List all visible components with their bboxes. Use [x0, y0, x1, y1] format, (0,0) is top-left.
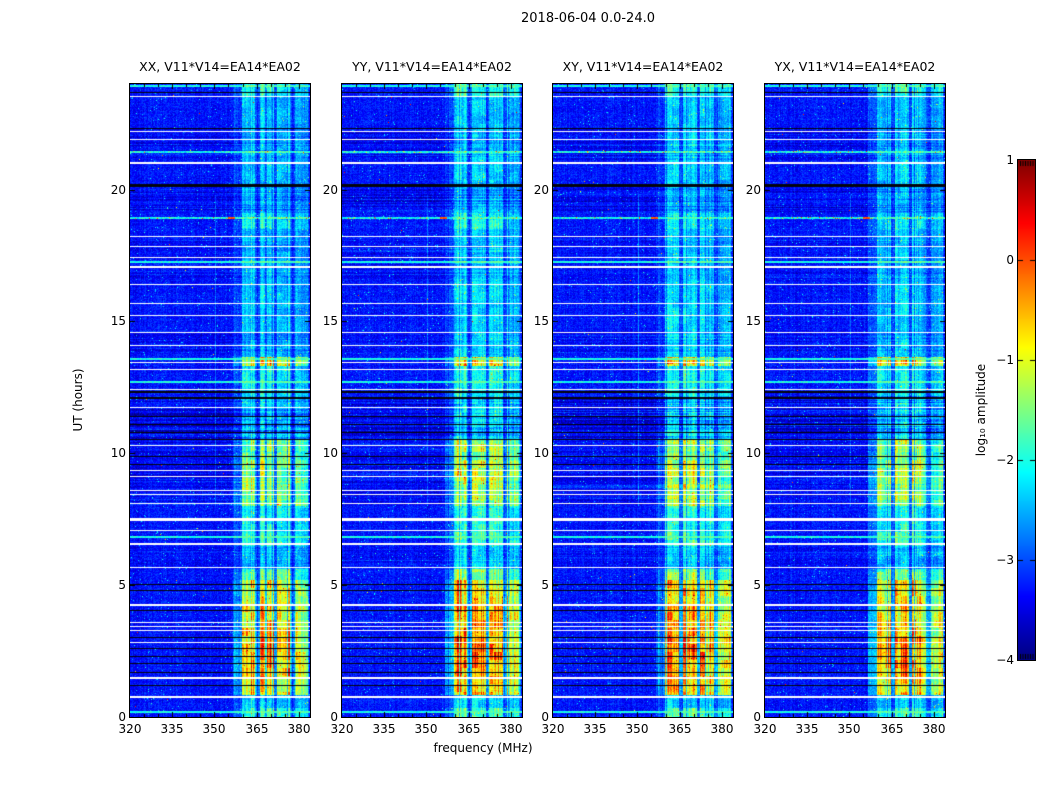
y-tick-label: 10: [533, 446, 549, 460]
y-axis-label: UT (hours): [71, 368, 85, 432]
x-tick-label: 335: [795, 722, 819, 736]
spectrogram-panel-yx: [764, 83, 946, 718]
colorbar-tick-label: −3: [996, 553, 1014, 567]
y-tick-label: 0: [330, 710, 338, 724]
x-tick-label: 350: [625, 722, 649, 736]
y-tick-label: 20: [110, 183, 126, 197]
x-tick-label: 380: [499, 722, 523, 736]
x-tick-label: 350: [414, 722, 438, 736]
x-tick-label: 335: [372, 722, 396, 736]
x-axis-label: frequency (MHz): [433, 741, 533, 755]
x-tick-label: 350: [837, 722, 861, 736]
colorbar-tick-label: 0: [1006, 253, 1014, 267]
x-tick-label: 320: [330, 722, 354, 736]
x-tick-label: 350: [202, 722, 226, 736]
y-tick-label: 5: [753, 578, 761, 592]
spectrogram-panel-xx: [129, 83, 311, 718]
spectrogram-panel-xy: [552, 83, 734, 718]
x-tick-label: 365: [880, 722, 904, 736]
y-tick-label: 15: [322, 314, 338, 328]
panel-title-xx: XX, V11*V14=EA14*EA02: [139, 59, 301, 74]
spectrogram-panel-yy: [341, 83, 523, 718]
x-tick-label: 365: [457, 722, 481, 736]
y-tick-label: 5: [330, 578, 338, 592]
colorbar-tick-label: 1: [1006, 153, 1014, 167]
x-tick-label: 380: [710, 722, 734, 736]
y-tick-label: 5: [541, 578, 549, 592]
panel-title-yx: YX, V11*V14=EA14*EA02: [774, 59, 936, 74]
colorbar-label: log₁₀ amplitude: [974, 363, 988, 457]
y-tick-label: 0: [753, 710, 761, 724]
y-tick-label: 0: [541, 710, 549, 724]
y-tick-label: 15: [745, 314, 761, 328]
y-tick-label: 5: [118, 578, 126, 592]
y-tick-label: 20: [745, 183, 761, 197]
x-tick-label: 365: [668, 722, 692, 736]
panel-title-xy: XY, V11*V14=EA14*EA02: [562, 59, 724, 74]
figure-title: 2018-06-04 0.0-24.0: [521, 11, 655, 26]
y-tick-label: 10: [745, 446, 761, 460]
x-tick-label: 320: [753, 722, 777, 736]
colorbar-tick-label: −2: [996, 453, 1014, 467]
colorbar-tick-label: −1: [996, 353, 1014, 367]
panel-title-yy: YY, V11*V14=EA14*EA02: [352, 59, 512, 74]
y-tick-label: 10: [110, 446, 126, 460]
y-tick-label: 20: [322, 183, 338, 197]
x-tick-label: 320: [118, 722, 142, 736]
x-tick-label: 380: [287, 722, 311, 736]
colorbar-tick-label: −4: [996, 653, 1014, 667]
x-tick-label: 335: [583, 722, 607, 736]
x-tick-label: 335: [160, 722, 184, 736]
y-tick-label: 10: [322, 446, 338, 460]
x-tick-label: 320: [541, 722, 565, 736]
x-tick-label: 380: [922, 722, 946, 736]
y-tick-label: 0: [118, 710, 126, 724]
x-tick-label: 365: [245, 722, 269, 736]
y-tick-label: 15: [533, 314, 549, 328]
y-tick-label: 15: [110, 314, 126, 328]
y-tick-label: 20: [533, 183, 549, 197]
colorbar: [1017, 159, 1036, 661]
